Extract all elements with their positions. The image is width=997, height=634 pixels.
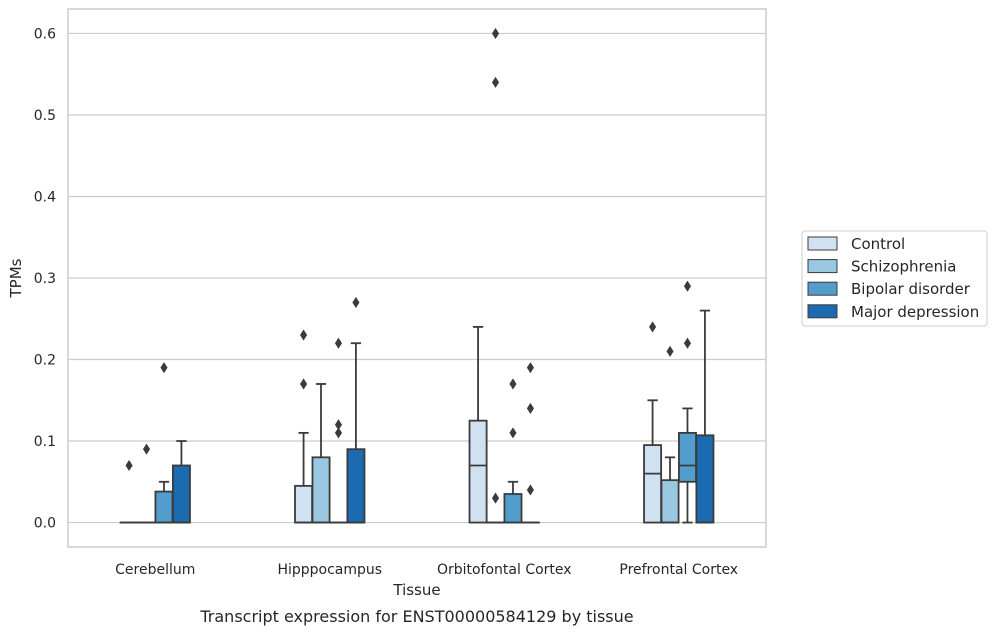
outlier-point <box>334 337 343 349</box>
outlier-point <box>160 362 168 374</box>
outlier-point <box>334 419 343 431</box>
box-control <box>119 459 139 524</box>
legend-label: Schizophrenia <box>851 258 956 276</box>
outlier-point <box>509 427 517 439</box>
box-major-depression <box>171 440 191 524</box>
outlier-point <box>649 321 657 333</box>
legend-label: Bipolar disorder <box>851 280 971 298</box>
box-body <box>660 479 680 524</box>
box-body <box>695 434 715 524</box>
plot-area-frame <box>67 8 767 548</box>
y-tick-label: 0.3 <box>34 271 56 287</box>
legend-swatch <box>807 236 838 251</box>
outlier-point <box>491 492 500 504</box>
legend-swatch <box>807 281 838 296</box>
y-tick-label: 0.4 <box>34 189 56 205</box>
chart-caption: Transcript expression for ENST0000058412… <box>199 607 633 626</box>
legend-swatch <box>807 259 838 274</box>
y-axis-ticks: 0.0 0.1 0.2 0.3 0.4 0.5 0.6 <box>34 26 56 531</box>
outlier-point <box>334 427 343 439</box>
outlier-point <box>683 337 692 349</box>
box-body <box>346 448 366 524</box>
legend: Control Schizophrenia Bipolar disorder Majo… <box>801 230 988 327</box>
box-major-depression <box>346 296 366 524</box>
outlier-point <box>300 378 308 390</box>
box-schizophrenia <box>311 383 331 524</box>
outlier-point <box>509 378 517 390</box>
y-tick-label: 0.0 <box>34 516 56 532</box>
box-body <box>154 490 174 524</box>
y-tick-label: 0.1 <box>34 434 56 450</box>
outlier-point <box>491 76 500 88</box>
box-schizophrenia <box>137 443 156 524</box>
y-axis-title: TPMs <box>7 258 25 298</box>
x-tick-label: Cerebellum <box>115 562 195 578</box>
outlier-point <box>526 402 534 414</box>
box-major-depression <box>520 362 540 524</box>
box-control <box>468 326 488 524</box>
x-tick-label: Hipppocampus <box>277 562 382 578</box>
legend-swatch <box>807 304 838 319</box>
box-bipolar-disorder <box>154 362 174 524</box>
x-tick-label: Orbitofontal Cortex <box>437 562 572 578</box>
box-body <box>503 493 523 524</box>
box-plot-series <box>119 27 715 524</box>
box-schizophrenia <box>660 345 680 524</box>
outlier-point <box>526 362 534 374</box>
box-body <box>678 431 697 483</box>
outlier-point <box>142 443 151 455</box>
box-schizophrenia <box>486 27 505 524</box>
legend-label: Major depression <box>851 303 979 321</box>
box-body <box>294 484 314 524</box>
outlier-point <box>526 484 534 496</box>
outlier-point <box>125 459 133 472</box>
y-tick-label: 0.2 <box>34 353 56 369</box>
outlier-point <box>683 280 692 292</box>
box-control <box>294 329 314 524</box>
box-body <box>643 444 663 524</box>
outlier-point <box>352 296 360 309</box>
legend-frame <box>801 230 988 327</box>
box-bipolar-disorder <box>329 337 348 524</box>
y-tick-label: 0.6 <box>34 26 56 42</box>
box-major-depression <box>695 309 715 524</box>
box-body <box>171 464 191 524</box>
box-control <box>643 321 663 524</box>
box-body <box>468 419 488 524</box>
x-tick-label: Prefrontal Cortex <box>619 562 738 578</box>
box-bipolar-disorder <box>503 378 523 524</box>
box-bipolar-disorder <box>678 280 697 524</box>
legend-label: Control <box>851 235 905 253</box>
outlier-point <box>491 27 500 40</box>
x-axis-title: Tissue <box>392 581 440 599</box>
y-tick-label: 0.5 <box>34 108 56 124</box>
outlier-point <box>300 329 308 341</box>
box-body <box>311 456 331 524</box>
x-axis-ticks: Cerebellum Hipppocampus Orbitofontal Corte… <box>115 562 738 578</box>
outlier-point <box>666 345 674 357</box>
